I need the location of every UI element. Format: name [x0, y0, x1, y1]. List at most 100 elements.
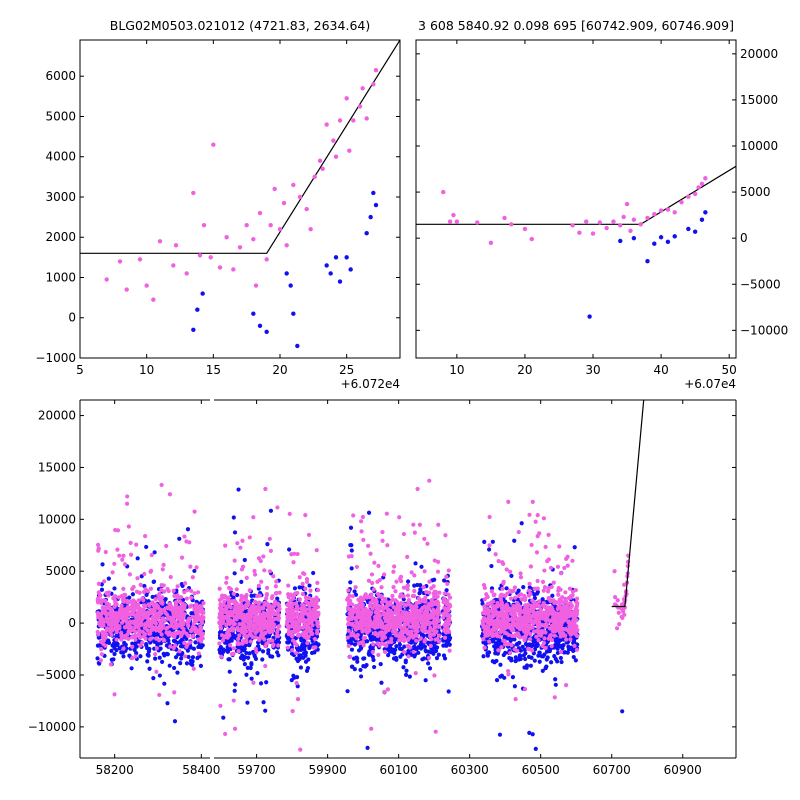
pink-data-point	[97, 621, 102, 626]
pink-data-point	[244, 575, 249, 580]
blue-data-point	[497, 732, 503, 737]
pink-data-point	[182, 654, 188, 659]
blue-data-point	[297, 653, 302, 658]
pink-data-point	[502, 215, 507, 221]
blue-data-point	[192, 568, 197, 574]
pink-data-point	[308, 615, 313, 620]
blue-data-point	[294, 656, 299, 661]
pink-data-point	[254, 629, 260, 634]
pink-data-point	[188, 564, 193, 569]
pink-data-point	[250, 622, 255, 628]
blue-data-point	[256, 586, 261, 591]
pink-data-point	[257, 593, 262, 598]
pink-data-point	[122, 562, 128, 567]
right-ytick-label: 0	[740, 231, 748, 245]
pink-data-point	[509, 222, 514, 227]
pink-data-point	[665, 207, 671, 212]
pink-data-point	[193, 629, 198, 635]
pink-data-point	[444, 574, 449, 579]
pink-data-point	[229, 625, 235, 631]
pink-data-point	[230, 619, 236, 624]
pink-data-point	[241, 622, 246, 627]
pink-data-point	[127, 620, 132, 626]
pink-data-point	[267, 623, 272, 628]
pink-data-point	[263, 486, 268, 492]
pink-data-point	[126, 636, 131, 642]
blue-data-point	[195, 655, 200, 661]
pink-data-point	[226, 628, 231, 633]
pink-data-point	[411, 649, 416, 655]
pink-data-point	[144, 283, 149, 288]
pink-data-point	[120, 608, 125, 613]
pink-data-point	[290, 709, 295, 714]
pink-data-point	[191, 190, 196, 196]
blue-data-point	[161, 651, 166, 656]
pink-data-point	[188, 640, 193, 645]
pink-data-point	[184, 539, 189, 544]
pink-data-point	[314, 604, 319, 610]
pink-data-point	[442, 627, 447, 632]
pink-data-point	[696, 185, 701, 190]
pink-data-point	[227, 620, 232, 625]
blue-data-point	[502, 675, 507, 680]
plot-area	[80, 40, 400, 349]
pink-data-point	[373, 630, 378, 635]
pink-data-point	[385, 687, 390, 692]
pink-data-point	[133, 633, 138, 638]
blue-data-point	[491, 638, 496, 643]
pink-data-point	[412, 530, 417, 535]
blue-data-point	[185, 527, 191, 532]
blue-data-point	[179, 656, 184, 661]
pink-data-point	[291, 611, 296, 616]
pink-data-point	[385, 543, 390, 548]
pink-data-point	[244, 639, 249, 645]
blue-data-point	[418, 588, 423, 593]
pink-data-point	[181, 612, 186, 617]
blue-data-point	[494, 658, 499, 664]
pink-data-point	[296, 633, 302, 638]
pink-data-point	[276, 603, 282, 608]
pink-data-point	[256, 583, 261, 588]
blue-data-point	[686, 226, 691, 232]
blue-data-point	[153, 656, 158, 661]
pink-data-point	[315, 580, 320, 585]
pink-data-point	[361, 537, 366, 542]
pink-data-point	[475, 220, 480, 225]
blue-data-point	[386, 653, 391, 658]
pink-data-point	[308, 226, 313, 232]
pink-data-point	[302, 571, 307, 577]
pink-data-point	[401, 611, 406, 616]
pink-data-point	[402, 635, 407, 640]
pink-data-point	[425, 541, 430, 546]
pink-data-point	[217, 620, 222, 626]
pink-data-point	[133, 654, 138, 659]
blue-data-point	[109, 648, 114, 653]
blue-data-point	[565, 650, 570, 655]
pink-data-point	[437, 590, 442, 595]
blue-data-point	[246, 655, 251, 660]
blue-data-point	[504, 586, 509, 591]
blue-data-point	[416, 650, 421, 655]
pink-data-point	[378, 593, 383, 598]
pink-data-point	[287, 616, 292, 621]
pink-data-point	[193, 608, 198, 613]
pink-data-point	[263, 663, 268, 669]
pink-data-point	[190, 575, 195, 580]
pink-data-point	[217, 586, 222, 591]
pink-data-point	[95, 542, 101, 547]
pink-data-point	[258, 612, 263, 617]
blue-data-point	[391, 656, 397, 661]
pink-data-point	[157, 692, 162, 698]
blue-data-point	[195, 307, 200, 312]
pink-data-point	[244, 592, 249, 598]
pink-data-point	[406, 635, 412, 641]
axes-frame	[79, 39, 401, 359]
pink-data-point	[253, 646, 258, 652]
blue-data-point	[167, 663, 172, 668]
pink-data-point	[303, 624, 309, 629]
blue-data-point	[292, 586, 298, 591]
pink-data-point	[369, 726, 374, 731]
pink-data-point	[300, 581, 305, 586]
blue-data-point	[235, 592, 240, 598]
pink-data-point	[402, 602, 408, 607]
